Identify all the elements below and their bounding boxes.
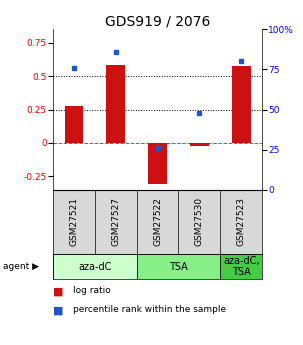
- Bar: [190, 143, 209, 146]
- Bar: [53, 254, 137, 279]
- Text: agent ▶: agent ▶: [3, 262, 39, 271]
- Text: aza-dC: aza-dC: [78, 262, 112, 272]
- Text: GSM27523: GSM27523: [237, 197, 246, 246]
- Text: GSM27527: GSM27527: [111, 197, 120, 246]
- Title: GDS919 / 2076: GDS919 / 2076: [105, 14, 210, 28]
- Text: ■: ■: [53, 286, 64, 296]
- Text: aza-dC,
TSA: aza-dC, TSA: [223, 256, 259, 277]
- Bar: [106, 65, 125, 143]
- Text: GSM27521: GSM27521: [69, 197, 78, 246]
- Text: log ratio: log ratio: [73, 286, 111, 295]
- Bar: [148, 143, 167, 184]
- Bar: [220, 254, 262, 279]
- Text: GSM27522: GSM27522: [153, 197, 162, 246]
- Text: GSM27530: GSM27530: [195, 197, 204, 246]
- Bar: [232, 66, 251, 143]
- Text: percentile rank within the sample: percentile rank within the sample: [73, 305, 226, 314]
- Text: ■: ■: [53, 305, 64, 315]
- Bar: [65, 106, 83, 143]
- Text: TSA: TSA: [169, 262, 188, 272]
- Bar: [137, 254, 220, 279]
